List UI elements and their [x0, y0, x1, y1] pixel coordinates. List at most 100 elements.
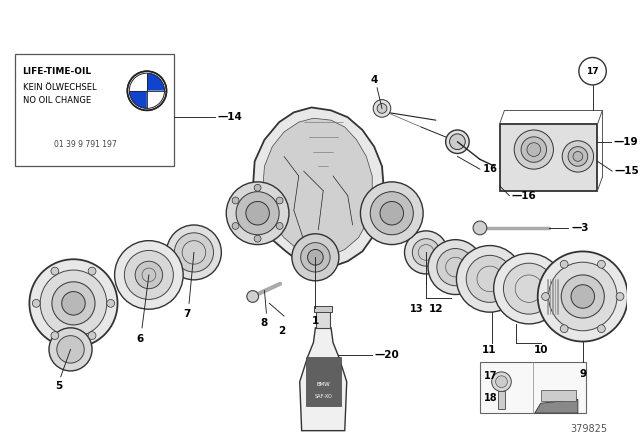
Polygon shape [262, 118, 372, 256]
Circle shape [174, 233, 214, 272]
Bar [541, 389, 576, 401]
Circle shape [514, 130, 554, 169]
Text: 01 39 9 791 197: 01 39 9 791 197 [54, 140, 116, 149]
Text: 16: 16 [480, 164, 497, 174]
Text: 10: 10 [533, 345, 548, 355]
Circle shape [370, 192, 413, 235]
Bar [500, 124, 598, 191]
Text: 7: 7 [184, 309, 191, 319]
Text: —15: —15 [614, 166, 639, 176]
Circle shape [254, 184, 261, 191]
Circle shape [57, 336, 84, 363]
Circle shape [538, 251, 628, 341]
Text: —3: —3 [571, 223, 589, 233]
Circle shape [360, 182, 423, 245]
Bar [497, 392, 506, 409]
Circle shape [573, 151, 583, 161]
Circle shape [276, 223, 283, 229]
Bar [15, 54, 174, 166]
Circle shape [579, 57, 606, 85]
Wedge shape [129, 73, 147, 91]
Circle shape [521, 137, 547, 162]
Circle shape [527, 143, 541, 156]
Circle shape [52, 282, 95, 325]
Circle shape [135, 261, 163, 289]
Bar [314, 306, 332, 312]
Circle shape [437, 249, 474, 286]
Polygon shape [535, 399, 578, 413]
Circle shape [495, 376, 508, 388]
Circle shape [236, 192, 279, 235]
Bar [316, 310, 330, 328]
Text: 1: 1 [312, 316, 319, 326]
Circle shape [88, 332, 96, 340]
Text: LIFE-TIME-OIL: LIFE-TIME-OIL [22, 67, 92, 76]
Text: 13: 13 [410, 304, 423, 314]
Circle shape [51, 332, 59, 340]
Text: 5: 5 [55, 381, 62, 391]
Text: —16: —16 [511, 190, 536, 201]
Bar [480, 362, 586, 413]
Circle shape [292, 234, 339, 281]
Polygon shape [545, 279, 558, 316]
Circle shape [571, 285, 595, 308]
Text: 2: 2 [278, 326, 285, 336]
Circle shape [88, 267, 96, 275]
Circle shape [49, 328, 92, 371]
Circle shape [412, 239, 440, 266]
Circle shape [232, 197, 239, 204]
Text: 11: 11 [481, 345, 496, 355]
Wedge shape [147, 73, 164, 91]
Circle shape [51, 267, 59, 275]
Text: 17: 17 [586, 67, 599, 76]
Circle shape [276, 197, 283, 204]
Text: SAF-XO: SAF-XO [314, 394, 332, 399]
Circle shape [560, 260, 568, 268]
Wedge shape [147, 91, 164, 108]
Circle shape [40, 270, 107, 336]
Polygon shape [300, 328, 347, 431]
Circle shape [247, 291, 259, 302]
Circle shape [227, 182, 289, 245]
Circle shape [404, 231, 447, 274]
Wedge shape [129, 91, 147, 108]
Circle shape [246, 202, 269, 225]
Circle shape [127, 71, 166, 110]
Text: 6: 6 [136, 334, 144, 344]
Circle shape [560, 325, 568, 332]
Text: 8: 8 [261, 318, 268, 328]
Circle shape [61, 292, 85, 315]
Text: —19: —19 [613, 137, 638, 147]
Circle shape [562, 141, 593, 172]
Polygon shape [253, 108, 384, 267]
Circle shape [616, 293, 624, 301]
Text: —20: —20 [374, 350, 399, 360]
Circle shape [561, 275, 604, 318]
Circle shape [456, 246, 523, 312]
Circle shape [166, 225, 221, 280]
Circle shape [492, 372, 511, 392]
Circle shape [124, 250, 173, 299]
Text: 18: 18 [484, 393, 497, 403]
Text: 12: 12 [429, 304, 443, 314]
Bar [305, 357, 341, 406]
Circle shape [428, 240, 483, 294]
Circle shape [598, 325, 605, 332]
Circle shape [541, 293, 550, 301]
Circle shape [449, 134, 465, 150]
Circle shape [373, 99, 391, 117]
Circle shape [308, 250, 323, 265]
Circle shape [466, 255, 513, 302]
Circle shape [548, 262, 617, 331]
Circle shape [301, 243, 330, 272]
Circle shape [493, 254, 564, 324]
Text: BMW: BMW [316, 382, 330, 387]
Circle shape [107, 299, 115, 307]
Text: 379825: 379825 [570, 424, 607, 434]
Circle shape [568, 146, 588, 166]
Circle shape [380, 202, 404, 225]
Text: KEIN ÖLWECHSEL: KEIN ÖLWECHSEL [22, 83, 96, 92]
Circle shape [377, 103, 387, 113]
Circle shape [29, 259, 118, 347]
Text: —14: —14 [218, 112, 243, 122]
